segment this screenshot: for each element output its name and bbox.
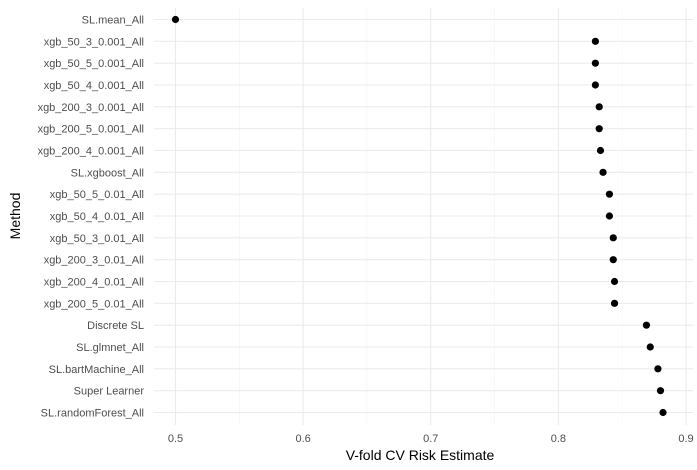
data-point [610, 299, 619, 307]
data-point [595, 103, 603, 111]
y-tick-label: xgb_50_4_0.001_All [44, 80, 144, 92]
y-tick-label: xgb_200_3_0.001_All [38, 102, 144, 114]
x-tick-label: 0.9 [678, 433, 693, 445]
data-point [596, 146, 605, 155]
y-tick-label: xgb_50_4_0.01_All [50, 211, 144, 223]
data-point [656, 387, 665, 395]
x-tick-label: 0.5 [168, 433, 183, 445]
y-axis-title: Method [7, 193, 23, 240]
x-tick-labels: 0.5 0.6 0.7 0.8 0.9 [168, 433, 694, 445]
data-point [595, 125, 603, 133]
y-tick-label: SL.bartMachine_All [49, 364, 144, 376]
y-tick-label: xgb_200_5_0.001_All [38, 124, 144, 136]
data-point [171, 15, 180, 24]
data-point [609, 256, 617, 264]
data-points [171, 15, 667, 417]
y-tick-label: SL.mean_All [82, 15, 144, 27]
y-tick-label: xgb_200_4_0.01_All [44, 277, 144, 289]
y-tick-label: SL.xgboost_All [71, 167, 144, 179]
y-tick-label: SL.glmnet_All [76, 342, 144, 354]
y-tick-label: xgb_50_5_0.01_All [50, 189, 144, 201]
y-tick-label: xgb_50_3_0.001_All [44, 36, 144, 48]
y-tick-label: xgb_200_3_0.01_All [44, 255, 144, 267]
x-tick-label: 0.6 [295, 433, 310, 445]
data-point [646, 343, 654, 351]
y-tick-labels: SL.mean_All xgb_50_3_0.001_All xgb_50_5_0.… [38, 15, 145, 420]
y-tick-label: xgb_50_3_0.01_All [50, 233, 144, 245]
y-tick-label: Discrete SL [87, 320, 144, 332]
data-point [610, 277, 619, 286]
y-tick-label: xgb_200_4_0.001_All [38, 146, 144, 158]
data-point [609, 234, 617, 242]
x-tick-label: 0.7 [423, 433, 438, 445]
y-tick-label: Super Learner [74, 386, 145, 398]
y-tick-label: SL.randomForest_All [41, 408, 144, 420]
data-point [605, 190, 614, 198]
data-point [654, 365, 662, 373]
data-point [591, 81, 599, 89]
data-point [591, 59, 599, 67]
data-point [642, 321, 651, 329]
data-point [605, 212, 614, 220]
major-gridlines [154, 8, 693, 425]
data-point [591, 37, 599, 45]
data-point [659, 408, 667, 417]
x-tick-label: 0.8 [551, 433, 566, 445]
x-axis-title: V-fold CV Risk Estimate [346, 447, 495, 463]
y-tick-label: xgb_50_5_0.001_All [44, 58, 144, 70]
y-tick-label: xgb_200_5_0.01_All [44, 298, 144, 310]
data-point [599, 168, 607, 176]
